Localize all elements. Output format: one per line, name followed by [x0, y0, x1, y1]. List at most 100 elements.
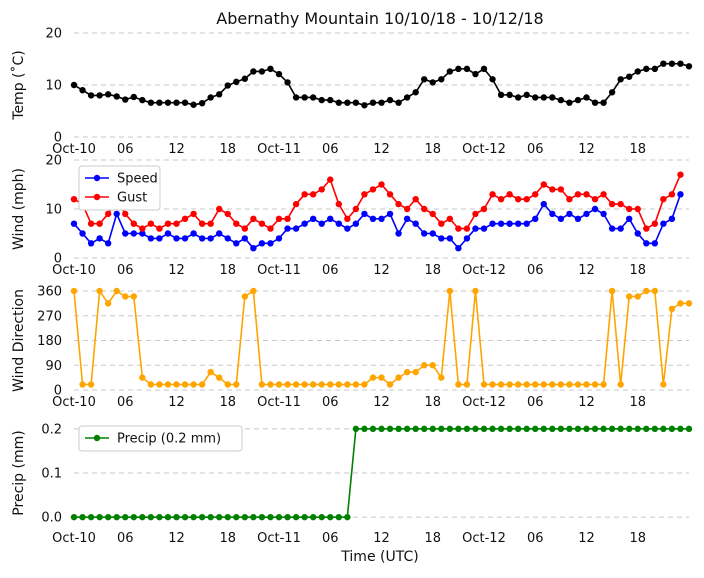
- data-point: [241, 75, 249, 82]
- x-tick-label: 12: [373, 395, 390, 410]
- data-point: [643, 65, 650, 73]
- data-point: [309, 381, 317, 388]
- data-point: [668, 191, 676, 198]
- data-point: [173, 513, 180, 521]
- data-point: [600, 99, 607, 106]
- data-point: [267, 513, 274, 521]
- data-point: [70, 81, 78, 89]
- data-point: [403, 368, 411, 376]
- data-point: [352, 220, 360, 227]
- data-point: [207, 235, 214, 242]
- x-tick-label: 18: [219, 142, 236, 157]
- data-point: [233, 220, 240, 227]
- data-point: [198, 513, 206, 521]
- data-point: [369, 215, 377, 222]
- data-point: [173, 381, 180, 388]
- legend-label: Speed: [117, 172, 158, 187]
- y-axis-label: Temp (˚C): [10, 50, 27, 120]
- data-point: [403, 215, 411, 222]
- data-point: [284, 225, 291, 232]
- data-point: [378, 374, 385, 381]
- data-point: [574, 96, 582, 104]
- y-tick-label: 10: [45, 203, 62, 218]
- data-point: [643, 225, 650, 232]
- data-point: [412, 220, 419, 227]
- data-point: [156, 381, 163, 388]
- data-point: [472, 287, 479, 295]
- data-point: [549, 381, 556, 388]
- panel-3: 0 90 180 270 360 Wind Direction Oct-10 06 12 18 Oc…: [11, 285, 693, 410]
- data-point: [318, 220, 325, 227]
- y-axis-label: Wind Direction: [11, 289, 27, 392]
- data-point: [677, 300, 684, 307]
- data-point: [113, 93, 120, 100]
- data-point: [557, 381, 565, 388]
- data-point: [292, 94, 300, 101]
- data-point: [472, 425, 479, 433]
- data-point: [660, 60, 667, 67]
- data-point: [181, 381, 189, 388]
- data-point: [147, 235, 155, 242]
- data-point: [335, 381, 342, 388]
- data-point: [660, 196, 667, 203]
- data-point: [386, 191, 394, 198]
- data-point: [566, 196, 573, 203]
- x-tick-label: Oct-11: [257, 531, 301, 546]
- data-point: [557, 215, 565, 222]
- x-tick-label: 18: [424, 395, 441, 410]
- x-tick-label: 18: [629, 142, 646, 157]
- data-point: [626, 425, 633, 433]
- series-line-p1: [73, 62, 690, 107]
- data-point: [378, 181, 385, 188]
- data-point: [275, 215, 283, 222]
- data-point: [378, 215, 385, 222]
- data-point: [438, 374, 445, 381]
- data-point: [216, 230, 223, 237]
- data-point: [403, 205, 411, 213]
- data-point: [139, 225, 146, 232]
- x-tick-label: 18: [219, 531, 236, 546]
- x-tick-label: 18: [424, 531, 441, 546]
- data-point: [574, 425, 582, 433]
- data-point: [643, 240, 650, 247]
- data-point: [489, 220, 496, 227]
- data-point: [233, 381, 240, 388]
- panel-1: 0 10 20 Temp (˚C) Oct-10 06 12 18 Oct-11 06 12 18 Oc…: [10, 27, 693, 157]
- data-point: [327, 96, 334, 104]
- data-point: [480, 381, 488, 388]
- data-point: [113, 287, 120, 295]
- data-point: [122, 230, 129, 237]
- data-point: [455, 225, 462, 232]
- data-point: [540, 181, 547, 188]
- data-point: [421, 76, 428, 83]
- legend: Speed Gust: [78, 165, 161, 211]
- data-point: [258, 220, 266, 227]
- data-point: [190, 101, 197, 108]
- data-point: [181, 215, 189, 222]
- data-point: [480, 425, 488, 433]
- data-point: [480, 205, 488, 213]
- data-point: [506, 381, 513, 388]
- data-point: [369, 99, 377, 106]
- data-point: [463, 381, 471, 388]
- data-point: [480, 225, 488, 232]
- data-point: [318, 513, 325, 521]
- data-point: [139, 513, 146, 521]
- data-point: [395, 374, 402, 381]
- data-point: [651, 240, 659, 247]
- data-point: [258, 240, 266, 247]
- x-tick-label: Oct-10: [52, 263, 96, 278]
- data-point: [634, 230, 641, 237]
- y-tick-label: 0: [54, 384, 62, 399]
- data-point: [130, 230, 137, 237]
- data-point: [190, 210, 197, 218]
- data-point: [139, 230, 146, 237]
- data-point: [685, 425, 693, 433]
- data-point: [472, 225, 479, 232]
- data-point: [446, 287, 454, 295]
- data-point: [352, 99, 360, 106]
- data-point: [233, 513, 240, 521]
- data-point: [455, 425, 462, 433]
- x-tick-label: 12: [578, 142, 595, 157]
